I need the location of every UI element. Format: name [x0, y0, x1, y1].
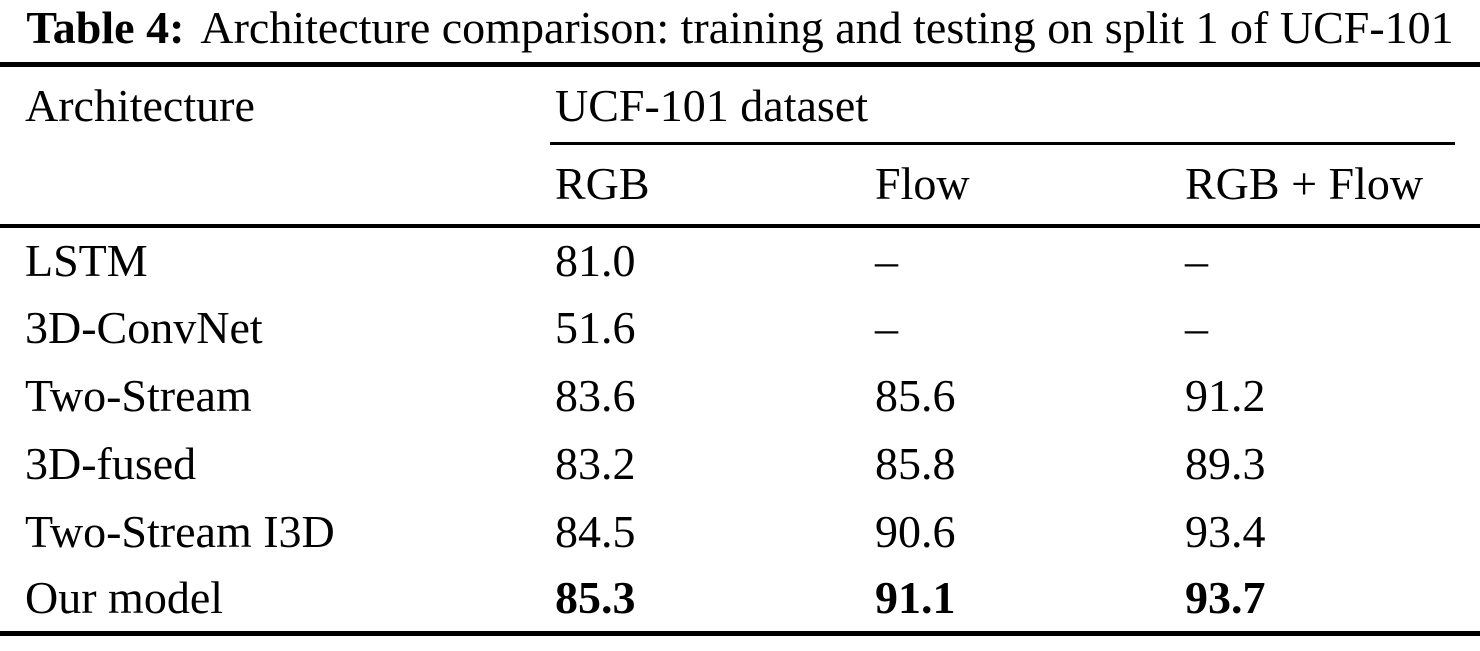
rgb-column-header: RGB — [530, 144, 850, 228]
flow-value: 85.6 — [875, 369, 956, 421]
flow-column-header: Flow — [850, 144, 1160, 228]
architecture-cell: 3D-fused — [25, 437, 197, 489]
table-caption: Table 4: Architecture comparison: trainin… — [0, 1, 1480, 55]
header-sub-row: RGB Flow RGB + Flow — [0, 144, 1480, 228]
rgb-flow-value: 93.7 — [1185, 572, 1266, 624]
rgb-flow-value: 93.4 — [1185, 505, 1266, 557]
rgb-flow-value: 89.3 — [1185, 437, 1266, 489]
table-row: LSTM 81.0 – – — [0, 226, 1480, 294]
rgb-value: 83.6 — [555, 369, 636, 421]
rgb-flow-value: – — [1185, 234, 1208, 286]
rgb-flow-column-header: RGB + Flow — [1160, 144, 1480, 228]
architecture-column-header: Architecture — [25, 79, 255, 131]
rgb-value: 83.2 — [555, 437, 636, 489]
architecture-cell: Our model — [25, 572, 224, 624]
flow-value: 91.1 — [875, 572, 956, 624]
rgb-value: 81.0 — [555, 234, 636, 286]
table-caption-text: Architecture comparison: training and te… — [200, 2, 1454, 53]
architecture-cell: LSTM — [25, 234, 148, 286]
results-table: Architecture UCF-101 dataset RGB Flow RG… — [0, 62, 1480, 636]
rgb-value: 51.6 — [555, 301, 636, 353]
table-row: Two-Stream I3D 84.5 90.6 93.4 — [0, 498, 1480, 566]
empty-header-cell — [0, 144, 530, 228]
flow-value: – — [875, 234, 898, 286]
rgb-value: 84.5 — [555, 505, 636, 557]
architecture-cell: Two-Stream — [25, 369, 252, 421]
flow-value: 85.8 — [875, 437, 956, 489]
table-row: 3D-fused 83.2 85.8 89.3 — [0, 430, 1480, 498]
rgb-flow-value: – — [1185, 301, 1208, 353]
architecture-cell: Two-Stream I3D — [25, 505, 335, 557]
rgb-flow-value: 91.2 — [1185, 369, 1266, 421]
table-row: Our model 85.3 91.1 93.7 — [0, 566, 1480, 634]
table-row: 3D-ConvNet 51.6 – – — [0, 294, 1480, 362]
architecture-cell: 3D-ConvNet — [25, 301, 263, 353]
table-caption-label: Table 4: — [26, 2, 185, 53]
flow-value: 90.6 — [875, 505, 956, 557]
header-group-row: Architecture UCF-101 dataset — [0, 65, 1480, 145]
dataset-group-header: UCF-101 dataset — [530, 65, 1480, 145]
table-row: Two-Stream 83.6 85.6 91.2 — [0, 362, 1480, 430]
flow-value: – — [875, 301, 898, 353]
rgb-value: 85.3 — [555, 572, 636, 624]
